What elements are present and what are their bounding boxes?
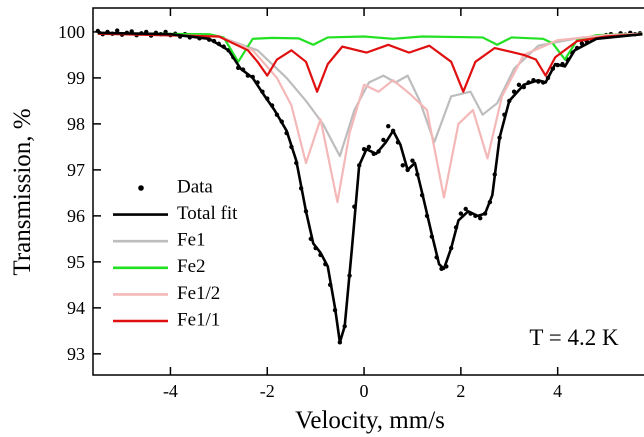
data-point	[458, 211, 464, 216]
y-axis-label: Transmission, %	[9, 108, 36, 275]
data-point	[410, 158, 415, 163]
y-tick-label: 93	[67, 344, 85, 364]
y-tick-label: 96	[67, 206, 85, 226]
legend-label: Fe1/2	[177, 283, 220, 304]
fit-line	[97, 32, 643, 93]
x-axis-label: Velocity, mm/s	[295, 407, 445, 434]
data-point	[463, 206, 468, 212]
y-tick-label: 97	[67, 160, 85, 180]
legend-marker	[138, 185, 144, 191]
x-tick-label: -2	[260, 381, 275, 401]
legend-label: Fe1/1	[177, 309, 220, 330]
y-tick-label: 98	[67, 114, 85, 134]
x-tick-label: -4	[163, 381, 178, 401]
fit-line	[97, 31, 643, 158]
fit-line	[97, 31, 643, 344]
legend-label: Fe2	[177, 256, 206, 277]
data-point	[516, 82, 522, 88]
annotation: T = 4.2 K	[529, 325, 619, 350]
data-point	[400, 163, 405, 168]
y-tick-label: 95	[67, 252, 85, 272]
legend-label: Total fit	[177, 203, 238, 224]
plot-frame	[92, 7, 644, 376]
data-point	[366, 144, 372, 150]
fit-line	[97, 31, 643, 204]
y-tick-label: 100	[58, 22, 85, 42]
plot-area	[95, 28, 643, 345]
x-tick-label: 2	[456, 381, 465, 401]
x-tick-label: 4	[553, 381, 562, 401]
y-tick-label: 99	[67, 68, 85, 88]
data-point	[386, 123, 391, 129]
x-tick-label: 0	[360, 381, 369, 401]
legend-label: Fe1	[177, 230, 206, 251]
data-point	[381, 137, 386, 143]
data-point	[115, 28, 120, 33]
y-tick-label: 94	[67, 298, 85, 318]
data-point	[478, 215, 483, 221]
legend-label: Data	[177, 176, 213, 197]
